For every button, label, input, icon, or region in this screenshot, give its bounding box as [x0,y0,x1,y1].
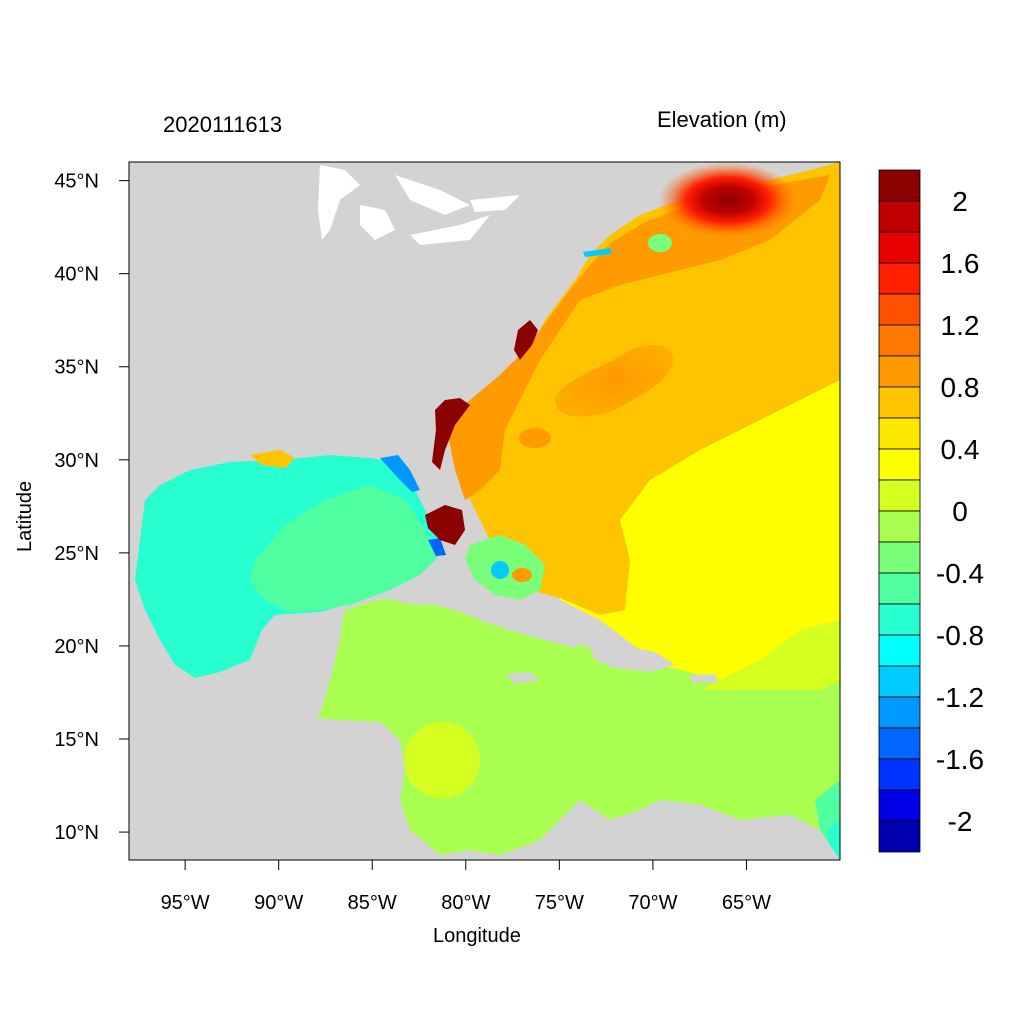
colorbar-label: -0.8 [936,620,984,651]
puerto-rico-land [690,674,718,683]
x-tick-label: 85°W [348,892,397,914]
x-tick-label: 80°W [441,892,490,914]
cape-cod-green [648,234,672,252]
caribbean-yellow-patch [404,722,480,798]
atlantic-ocean-region [465,162,840,615]
colorbar-swatch [878,324,921,357]
y-axis-ticks: 45°N 40°N 35°N 30°N 25°N 20°N 15°N 10°N [54,171,129,844]
colorbar-swatch [878,231,921,264]
colorbar-swatch [878,727,921,760]
florida-keys-blue [428,538,446,556]
x-tick-label: 95°W [161,892,210,914]
colorbar-swatch [878,169,921,202]
x-axis-ticks: 95°W 90°W 85°W 80°W 75°W 70°W 65°W [161,860,771,914]
jamaica-land [505,672,540,684]
colorbar-swatch [878,355,921,388]
colorbar-swatch [878,696,921,729]
colorbar-swatch [878,386,921,419]
y-tick-label: 45°N [54,171,99,193]
colorbar-swatch [878,448,921,481]
gulf-central-patch [250,485,440,612]
south-america-land [500,800,840,860]
colorbar-label: -1.6 [936,744,984,775]
colorbar-label: 2 [952,186,968,217]
hispaniola-land [590,645,675,672]
colorbar-swatch [878,479,921,512]
y-tick-label: 35°N [54,357,99,379]
x-axis-label: Longitude [433,925,521,947]
colorbar-swatch [878,820,921,853]
date-label: 2020111613 [163,112,283,137]
colorbar-swatch [878,200,921,233]
caribbean-east-patch [700,620,840,690]
y-tick-label: 15°N [54,729,99,751]
colorbar-label: 1.2 [941,310,980,341]
y-tick-label: 30°N [54,450,99,472]
colorbar-title: Elevation (m) [657,107,787,132]
colorbar-label: 0.4 [941,434,980,465]
cuba-land [385,590,585,648]
y-tick-label: 40°N [54,264,99,286]
map-field [129,162,840,860]
colorbar-swatch [878,665,921,698]
y-tick-label: 25°N [54,543,99,565]
carolina-coast-fringe [432,398,470,470]
small-orange-blob [519,428,551,448]
colorbar-swatch [878,541,921,574]
yucatan-land [250,605,345,722]
colorbar-swatch [878,634,921,667]
atlantic-yellow-region [555,380,840,700]
colorbar-swatch [878,293,921,326]
colorbar-swatch [878,789,921,822]
colorbar-swatch [878,572,921,605]
colorbar-swatch [878,510,921,543]
colorbar: 2 1.6 1.2 0.8 0.4 0 -0.4 -0.8 -1.2 -1.6 -2 [878,169,984,853]
offshore-orange-blob [555,345,674,417]
colorbar-swatch [878,262,921,295]
x-tick-label: 90°W [254,892,303,914]
x-tick-label: 75°W [535,892,584,914]
colorbar-swatch [878,758,921,791]
bahamas-blue-spot [491,561,509,579]
colorbar-label: -2 [948,806,973,837]
long-island-cyan [583,248,612,257]
louisiana-coast-fringe [250,450,295,468]
x-tick-label: 65°W [722,892,771,914]
colorbar-label: 0.8 [941,372,980,403]
florida-red-surge [425,505,465,545]
colorbar-label: 1.6 [941,248,980,279]
bahamas-orange-spot [512,568,532,582]
y-tick-label: 20°N [54,636,99,658]
colorbar-label: -0.4 [936,558,984,589]
colorbar-swatch [878,603,921,636]
gulf-of-maine-surge [658,162,798,238]
central-america-land [129,715,500,860]
colorbar-label: 0 [952,496,968,527]
florida-west-shelf [380,455,420,492]
colorbar-label: -1.2 [936,682,984,713]
great-lakes [318,165,520,245]
x-tick-label: 70°W [628,892,677,914]
chesapeake-fringe [514,320,538,360]
y-tick-label: 10°N [54,822,99,844]
plot-frame [128,161,841,861]
colorbar-swatch [878,417,921,450]
